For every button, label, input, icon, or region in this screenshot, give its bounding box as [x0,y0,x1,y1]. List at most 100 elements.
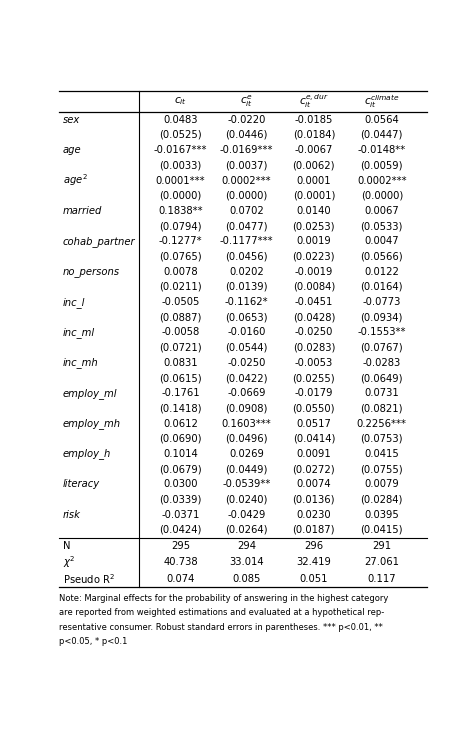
Text: 0.117: 0.117 [367,574,396,583]
Text: 32.419: 32.419 [296,557,331,567]
Text: 295: 295 [171,541,190,550]
Text: 0.0702: 0.0702 [229,206,264,216]
Text: (0.0447): (0.0447) [361,130,403,140]
Text: 0.0202: 0.0202 [229,267,264,276]
Text: (0.0755): (0.0755) [360,464,403,474]
Text: 0.0001***: 0.0001*** [155,175,205,185]
Text: 0.0395: 0.0395 [365,509,399,520]
Text: 294: 294 [237,541,256,550]
Text: (0.0566): (0.0566) [360,251,403,262]
Text: 0.0612: 0.0612 [163,419,198,429]
Text: -0.1553**: -0.1553** [357,328,406,337]
Text: 0.0415: 0.0415 [365,449,399,459]
Text: 0.0079: 0.0079 [365,479,399,490]
Text: 0.0078: 0.0078 [163,267,198,276]
Text: 0.0140: 0.0140 [297,206,331,216]
Text: (0.0496): (0.0496) [225,434,268,443]
Text: 0.051: 0.051 [300,574,328,583]
Text: (0.0415): (0.0415) [361,525,403,535]
Text: (0.0264): (0.0264) [225,525,268,535]
Text: 0.1014: 0.1014 [163,449,198,459]
Text: 0.2256***: 0.2256*** [357,419,407,429]
Text: 291: 291 [372,541,392,550]
Text: (0.0767): (0.0767) [360,342,403,353]
Text: employ_h: employ_h [63,449,111,460]
Text: (0.0211): (0.0211) [159,282,202,292]
Text: $c^{e}_{it}$: $c^{e}_{it}$ [240,94,253,109]
Text: 0.0517: 0.0517 [296,419,331,429]
Text: 0.0002***: 0.0002*** [357,175,407,185]
Text: cohab_partner: cohab_partner [63,236,136,247]
Text: -0.0169***: -0.0169*** [220,145,273,155]
Text: 0.0002***: 0.0002*** [222,175,272,185]
Text: (0.0000): (0.0000) [159,191,201,201]
Text: inc_ml: inc_ml [63,327,95,338]
Text: married: married [63,206,102,216]
Text: 0.0564: 0.0564 [365,115,399,125]
Text: (0.0136): (0.0136) [292,495,335,504]
Text: (0.0223): (0.0223) [292,251,335,262]
Text: 0.1838**: 0.1838** [158,206,203,216]
Text: -0.0451: -0.0451 [295,297,333,307]
Text: (0.0283): (0.0283) [292,342,335,353]
Text: $\chi^2$: $\chi^2$ [63,554,75,570]
Text: -0.0019: -0.0019 [295,267,333,276]
Text: (0.0284): (0.0284) [361,495,403,504]
Text: (0.0753): (0.0753) [361,434,403,443]
Text: -0.0283: -0.0283 [363,358,401,368]
Text: (0.0908): (0.0908) [226,403,268,413]
Text: (0.0679): (0.0679) [159,464,202,474]
Text: (0.0446): (0.0446) [226,130,268,140]
Text: (0.0001): (0.0001) [292,191,335,201]
Text: literacy: literacy [63,479,100,490]
Text: -0.0179: -0.0179 [294,388,333,398]
Text: 0.0122: 0.0122 [365,267,399,276]
Text: 33.014: 33.014 [229,557,264,567]
Text: (0.0449): (0.0449) [226,464,268,474]
Text: (0.0721): (0.0721) [159,342,202,353]
Text: (0.0456): (0.0456) [225,251,268,262]
Text: -0.0160: -0.0160 [228,328,266,337]
Text: 0.0074: 0.0074 [297,479,331,490]
Text: 0.0300: 0.0300 [163,479,198,490]
Text: (0.0765): (0.0765) [159,251,202,262]
Text: -0.0148**: -0.0148** [358,145,406,155]
Text: (0.0037): (0.0037) [226,161,268,170]
Text: p<0.05, * p<0.1: p<0.05, * p<0.1 [59,637,128,646]
Text: -0.0539**: -0.0539** [222,479,271,490]
Text: sex: sex [63,115,80,125]
Text: (0.0615): (0.0615) [159,373,202,383]
Text: (0.0059): (0.0059) [361,161,403,170]
Text: 296: 296 [304,541,323,550]
Text: -0.0053: -0.0053 [295,358,333,368]
Text: (0.0794): (0.0794) [159,221,202,231]
Text: (0.0000): (0.0000) [226,191,268,201]
Text: (0.0934): (0.0934) [361,312,403,323]
Text: 0.0731: 0.0731 [365,388,399,398]
Text: -0.0185: -0.0185 [295,115,333,125]
Text: inc_l: inc_l [63,297,85,308]
Text: employ_ml: employ_ml [63,388,118,399]
Text: -0.0371: -0.0371 [161,509,200,520]
Text: -0.0250: -0.0250 [228,358,266,368]
Text: N: N [63,541,71,550]
Text: (0.0033): (0.0033) [159,161,201,170]
Text: $c_{it}$: $c_{it}$ [174,95,187,107]
Text: (0.0255): (0.0255) [292,373,335,383]
Text: 0.0831: 0.0831 [163,358,198,368]
Text: (0.0272): (0.0272) [292,464,335,474]
Text: 0.074: 0.074 [166,574,195,583]
Text: (0.0414): (0.0414) [292,434,335,443]
Text: -0.0058: -0.0058 [161,328,200,337]
Text: $age^2$: $age^2$ [63,173,88,188]
Text: (0.0240): (0.0240) [226,495,268,504]
Text: (0.0525): (0.0525) [159,130,202,140]
Text: (0.0084): (0.0084) [293,282,335,292]
Text: inc_mh: inc_mh [63,358,99,368]
Text: -0.1761: -0.1761 [161,388,200,398]
Text: (0.0821): (0.0821) [361,403,403,413]
Text: (0.1418): (0.1418) [159,403,202,413]
Text: (0.0887): (0.0887) [159,312,201,323]
Text: (0.0253): (0.0253) [292,221,335,231]
Text: (0.0424): (0.0424) [159,525,201,535]
